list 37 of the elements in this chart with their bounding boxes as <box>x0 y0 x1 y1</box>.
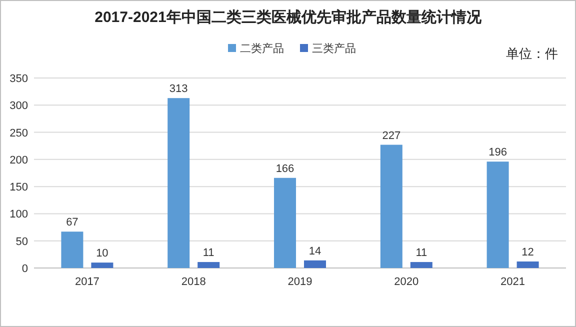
data-label: 227 <box>382 130 401 142</box>
y-tick-label: 150 <box>10 182 28 194</box>
x-tick-label: 2017 <box>74 276 100 288</box>
bar <box>516 261 539 268</box>
bar <box>168 98 190 268</box>
x-tick-label: 2019 <box>288 276 312 288</box>
data-label: 11 <box>416 247 428 260</box>
bar <box>304 260 326 268</box>
data-label: 14 <box>308 245 322 258</box>
data-label: 11 <box>202 247 214 260</box>
x-tick-label: 2020 <box>394 276 419 288</box>
x-tick-label: 2018 <box>181 276 206 288</box>
bar <box>61 232 84 268</box>
text: 单位：件 <box>506 46 558 61</box>
bar <box>274 178 296 268</box>
legend-label: 二类产品 <box>240 42 284 55</box>
bar <box>486 162 509 268</box>
y-tick-label: 200 <box>10 154 28 166</box>
bar <box>380 144 402 268</box>
y-tick-label: 300 <box>10 100 28 112</box>
bar <box>410 262 432 268</box>
y-tick-label: 350 <box>10 73 28 85</box>
legend-label: 三类产品 <box>312 42 356 55</box>
data-label: 313 <box>169 83 188 96</box>
y-tick-label: 100 <box>10 208 28 221</box>
data-label: 12 <box>522 246 534 258</box>
y-tick-label: 50 <box>16 236 28 248</box>
y-tick-label: 250 <box>10 127 28 140</box>
data-label: 67 <box>66 216 78 229</box>
data-label: 166 <box>276 162 294 175</box>
bar <box>91 262 114 268</box>
chart-title: 2017-2021年中国二类三类医械优先审批产品数量统计情况 <box>94 8 482 26</box>
data-label: 196 <box>488 146 507 159</box>
data-label: 10 <box>96 248 108 260</box>
y-tick-label: 0 <box>22 263 28 275</box>
x-tick-label: 2021 <box>500 276 526 288</box>
bar <box>198 262 220 268</box>
